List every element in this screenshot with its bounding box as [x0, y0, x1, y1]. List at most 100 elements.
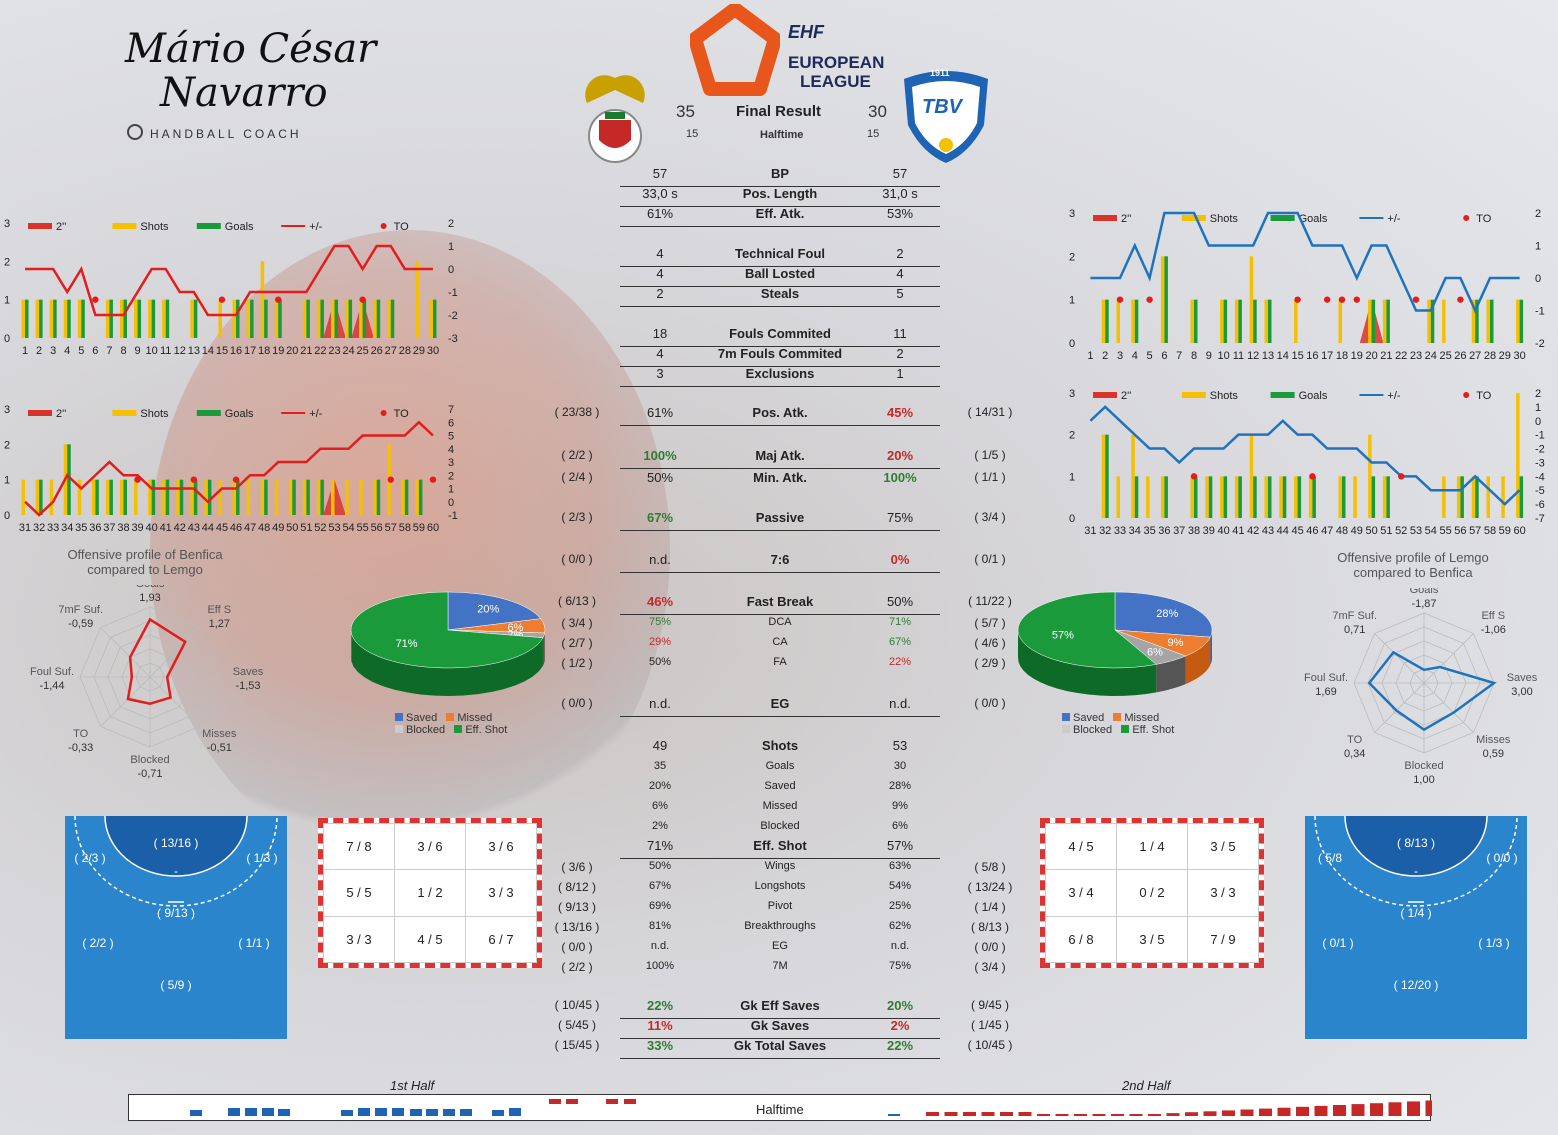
- stat-away: 57: [892, 166, 908, 181]
- shots-bar: [1116, 476, 1120, 518]
- radar-value-label: -0,71: [137, 768, 162, 780]
- legend-blocked: Blocked: [1073, 724, 1113, 736]
- goals-bar: [306, 299, 310, 338]
- x-tick: 47: [244, 522, 256, 534]
- goals-bar: [193, 299, 198, 338]
- goals-bar: [53, 299, 57, 338]
- stat-label: Ball Losted: [744, 266, 816, 281]
- goals-bar: [1519, 476, 1524, 518]
- x-tick: 22: [1395, 350, 1407, 362]
- timeline-mark: [426, 1109, 438, 1116]
- away-badge-year: 1911: [930, 68, 950, 78]
- stat-label: Longshots: [754, 880, 806, 892]
- stat-away-count: ( 1/45 ): [970, 1018, 1009, 1032]
- shots-bar: [1220, 476, 1224, 518]
- x-tick: 40: [146, 522, 158, 534]
- court-left-wing: ( 5/8: [1317, 851, 1342, 865]
- timeline-mark: [190, 1110, 202, 1116]
- stat-row: 81% Breakthroughs 62%: [620, 920, 940, 940]
- stat-away: 22%: [888, 656, 912, 668]
- legend-missed: Missed: [1124, 712, 1160, 724]
- stat-label: FA: [773, 656, 787, 668]
- radar-axis-label: Misses: [1476, 734, 1511, 746]
- timeline-mark: [944, 1112, 958, 1116]
- turnover-dot: [359, 296, 366, 303]
- x-tick: 31: [19, 522, 31, 534]
- goals-bar: [334, 299, 338, 338]
- x-tick: 55: [1439, 525, 1451, 537]
- stat-row: 50% FA 22%: [620, 656, 940, 676]
- shots-bar: [359, 299, 363, 338]
- court-right-wing: ( 1/3 ): [246, 851, 278, 865]
- x-tick: 37: [1173, 525, 1185, 537]
- stat-home: 57: [652, 166, 668, 181]
- court-right-wing: ( 0/0 ): [1486, 851, 1518, 865]
- stat-home: 4: [656, 266, 664, 281]
- goals-bar: [250, 299, 254, 338]
- shots-bar: [120, 299, 124, 338]
- stat-row: 67% Longshots 54%: [620, 880, 940, 900]
- away-radar-chart: Goals -1,87 Eff S -1,06 Saves 3,00 Misses 0,59 B…: [1304, 588, 1538, 786]
- turnover-dot: [1324, 296, 1331, 303]
- shots-bar: [331, 479, 335, 515]
- stat-label: EG: [772, 940, 788, 952]
- turnover-dot: [134, 476, 141, 483]
- shots-bar: [190, 479, 194, 515]
- x-tick: 23: [1410, 350, 1422, 362]
- timeline-mark: [509, 1108, 521, 1116]
- shots-bar: [1264, 299, 1268, 343]
- timeline-mark: [1314, 1105, 1328, 1116]
- timeline-mark: [1296, 1106, 1309, 1116]
- shots-bar: [1471, 299, 1476, 343]
- stat-home: 2: [656, 286, 664, 301]
- stat-home: 11%: [647, 1018, 673, 1033]
- timeline-mark: [1185, 1112, 1198, 1116]
- shots-bar: [274, 299, 279, 338]
- radar-axis-label: Blocked: [1404, 760, 1443, 772]
- timeline-center: Halftime: [756, 1102, 804, 1117]
- x-tick: 56: [371, 522, 383, 534]
- stat-label: Wings: [764, 860, 796, 872]
- x-tick: 26: [1454, 350, 1466, 362]
- stat-home-count: ( 1/2 ): [561, 656, 593, 670]
- timeline-second-half: 2nd Half: [1122, 1078, 1171, 1093]
- stat-away: 2: [896, 346, 904, 361]
- stat-row: 61% Eff. Atk. 53%: [620, 206, 940, 227]
- stat-home: 18: [652, 326, 668, 341]
- league-line1: EUROPEAN: [788, 53, 885, 72]
- stat-label: 7M: [772, 960, 788, 972]
- x-tick: 40: [1217, 525, 1229, 537]
- shots-bar: [1501, 476, 1505, 518]
- goals-bar: [1164, 476, 1168, 518]
- timeline-mark: [606, 1099, 618, 1104]
- x-tick: 5: [78, 345, 84, 357]
- stat-label: Maj Atk.: [755, 448, 805, 463]
- turnover-dot: [1353, 296, 1360, 303]
- goals-bar: [1208, 476, 1213, 518]
- shots-bar: [218, 299, 222, 338]
- y-tick: 1: [1069, 295, 1075, 307]
- goal-zone-cell: 6 / 8: [1045, 915, 1117, 964]
- x-tick: 35: [75, 522, 87, 534]
- goals-bar: [362, 299, 367, 338]
- turnover-dot: [429, 476, 437, 483]
- timeline-mark: [262, 1108, 274, 1116]
- shots-bar: [401, 479, 405, 515]
- goals-bar: [67, 444, 71, 515]
- x-tick: 53: [328, 522, 340, 534]
- stat-home: 50%: [648, 656, 672, 668]
- timeline-mark: [1370, 1103, 1383, 1116]
- legend-label: +/-: [309, 408, 322, 420]
- shots-bar: [331, 299, 335, 338]
- x-tick: 21: [1380, 350, 1392, 362]
- shots-bar: [91, 479, 96, 515]
- goals-bar: [67, 299, 71, 338]
- shots-bar: [387, 299, 391, 338]
- shots-bar: [105, 299, 110, 338]
- goal-zone-cell: 3 / 6: [465, 822, 537, 871]
- x-tick: 33: [47, 522, 59, 534]
- legend-saved: Saved: [406, 712, 438, 724]
- legend-label: 2'': [1121, 213, 1131, 225]
- radar-value-label: 0,59: [1483, 748, 1504, 760]
- x-tick: 39: [131, 522, 143, 534]
